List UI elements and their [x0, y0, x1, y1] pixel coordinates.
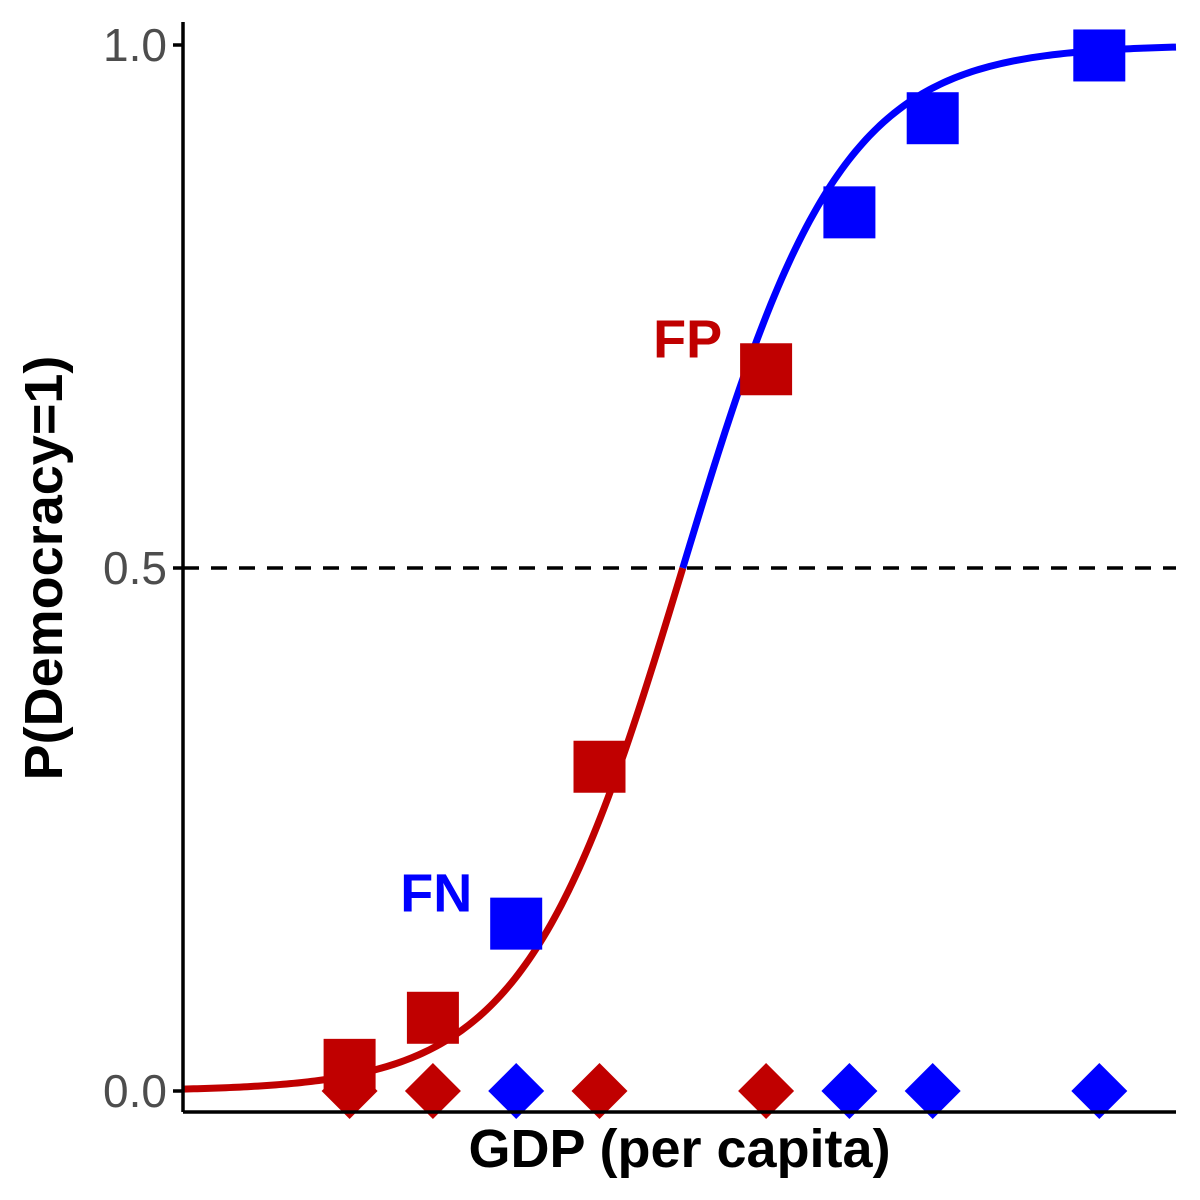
y-axis-title: P(Democracy=1) [14, 356, 74, 781]
annotation-fn: FN [400, 864, 472, 924]
x-axis-title: GDP (per capita) [468, 1119, 890, 1179]
predicted-square-1 [323, 1038, 376, 1091]
y-tick-label-1: 0.0 [103, 1065, 167, 1117]
predicted-square-5 [740, 343, 793, 396]
y-tick-label-2: 0.5 [103, 542, 167, 594]
predicted-square-4 [573, 740, 626, 793]
actual-diamond-7 [904, 1063, 961, 1119]
predicted-square-6 [823, 186, 876, 239]
predicted-square-8 [1073, 29, 1126, 82]
annotation-fp: FP [653, 309, 722, 369]
actual-diamond-5 [738, 1063, 795, 1119]
predicted-square-2 [406, 991, 459, 1044]
curve-below-threshold [182, 566, 687, 1093]
actual-diamond-3 [488, 1063, 545, 1119]
actual-diamond-2 [404, 1063, 461, 1119]
predicted-square-3 [490, 897, 543, 950]
actual-diamond-4 [571, 1063, 628, 1119]
y-tick-label-3: 1.0 [103, 19, 167, 71]
predicted-square-7 [906, 92, 959, 145]
actual-diamond-6 [821, 1063, 878, 1119]
actual-diamond-8 [1071, 1063, 1128, 1119]
